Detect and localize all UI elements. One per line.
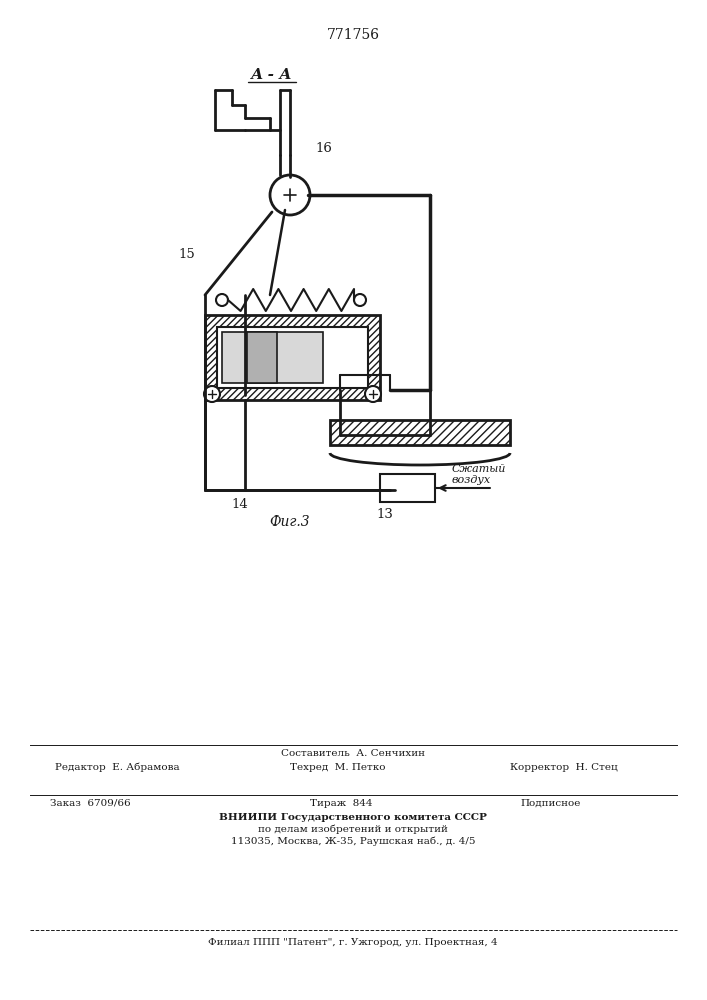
Text: Составитель  А. Сенчихин: Составитель А. Сенчихин: [281, 749, 425, 758]
Bar: [247, 332, 277, 383]
Text: 14: 14: [232, 498, 248, 511]
Text: А - А: А - А: [251, 68, 293, 82]
Text: Филиал ППП "Патент", г. Ужгород, ул. Проектная, 4: Филиал ППП "Патент", г. Ужгород, ул. Про…: [208, 938, 498, 947]
Text: по делам изобретений и открытий: по делам изобретений и открытий: [258, 825, 448, 834]
Circle shape: [354, 294, 366, 306]
Text: 16: 16: [315, 141, 332, 154]
Text: Фиг.3: Фиг.3: [269, 515, 310, 529]
Text: воздух: воздух: [452, 475, 491, 485]
Text: 15: 15: [178, 248, 195, 261]
Text: 113035, Москва, Ж-35, Раушская наб., д. 4/5: 113035, Москва, Ж-35, Раушская наб., д. …: [230, 837, 475, 846]
Bar: [380, 474, 435, 502]
Bar: [330, 420, 510, 445]
Text: Сжатый: Сжатый: [452, 464, 506, 474]
Text: ВНИИПИ Государственного комитета СССР: ВНИИПИ Государственного комитета СССР: [219, 813, 487, 822]
Circle shape: [204, 386, 220, 402]
Text: 13: 13: [377, 508, 393, 521]
Text: Подписное: Подписное: [520, 799, 580, 808]
Circle shape: [365, 386, 381, 402]
Bar: [222, 332, 323, 383]
Text: 771756: 771756: [327, 28, 380, 42]
Circle shape: [216, 294, 228, 306]
Text: Корректор  Н. Стец: Корректор Н. Стец: [510, 763, 618, 772]
Text: Тираж  844: Тираж 844: [310, 799, 373, 808]
Text: Заказ  6709/66: Заказ 6709/66: [50, 799, 131, 808]
Bar: [217, 327, 368, 388]
Text: Редактор  Е. Абрамова: Редактор Е. Абрамова: [55, 763, 180, 772]
Circle shape: [270, 175, 310, 215]
Text: Техред  М. Петко: Техред М. Петко: [290, 763, 385, 772]
Bar: [205, 315, 380, 400]
